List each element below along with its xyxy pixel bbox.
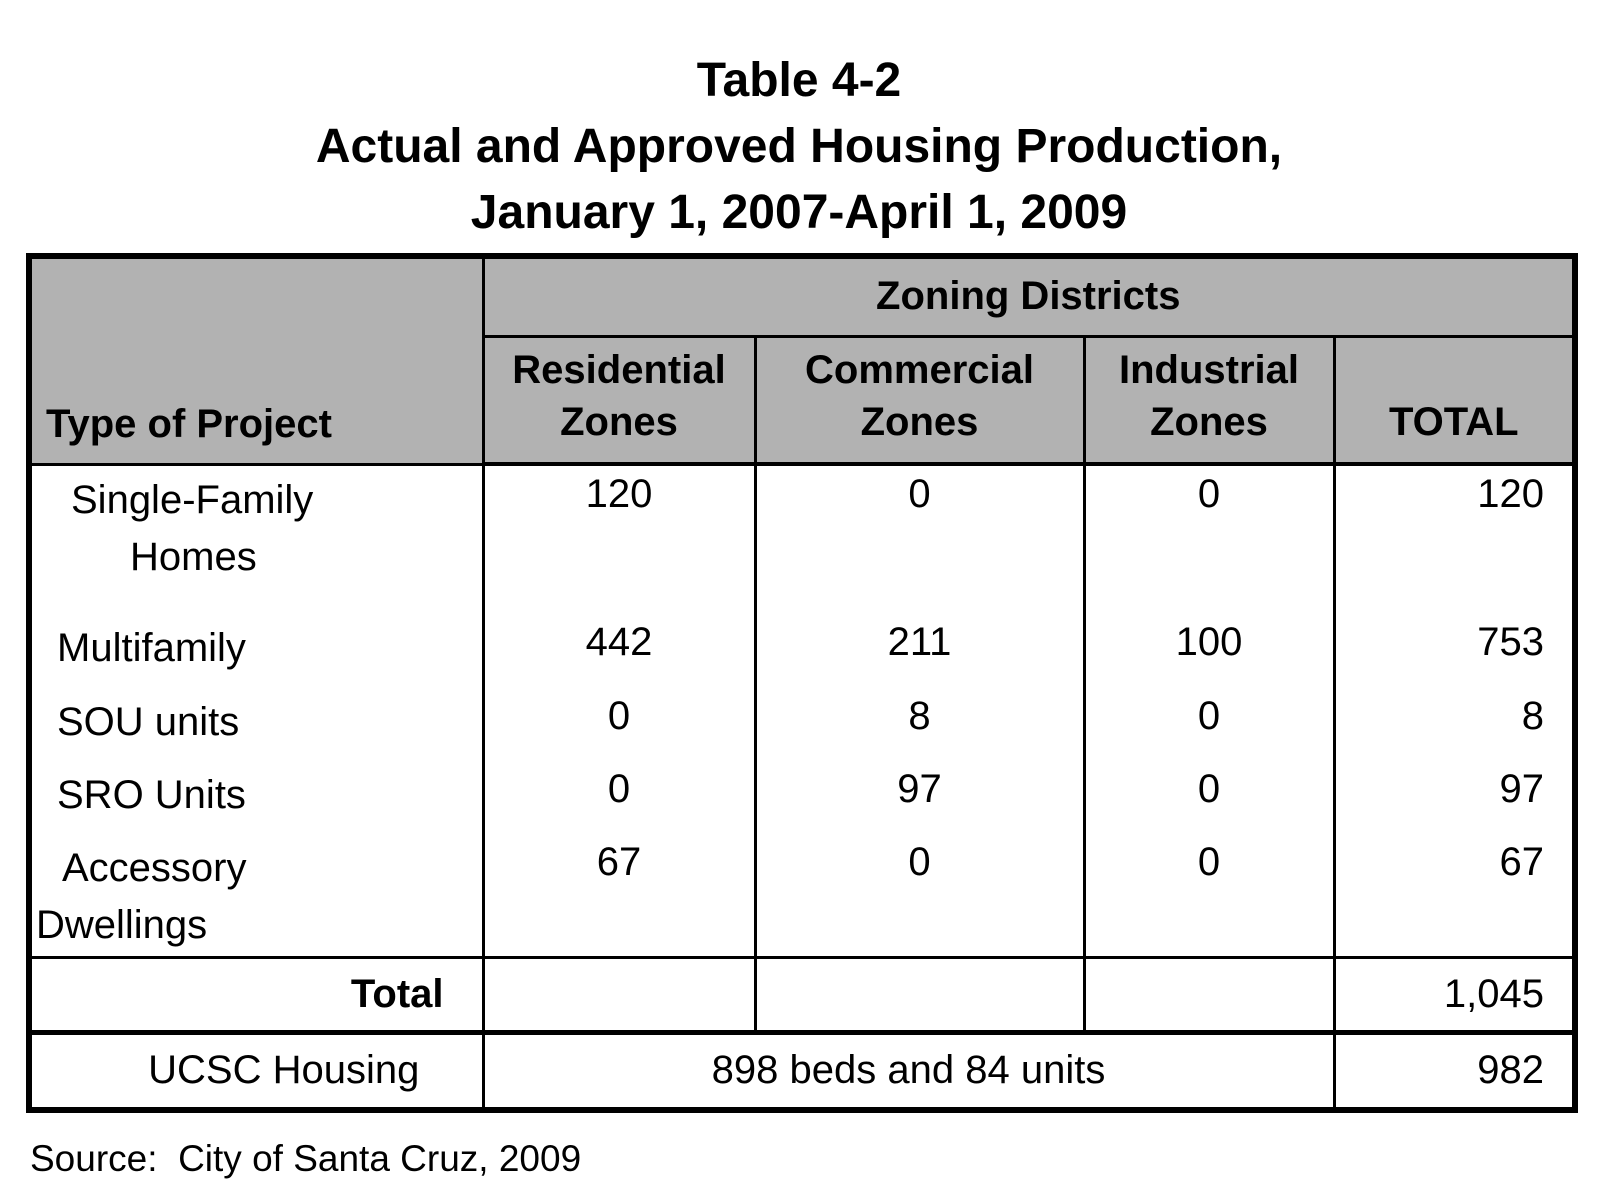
col-header-commercial: Commercial Zones <box>753 334 1086 466</box>
cell-industrial: 0 <box>1082 834 1336 957</box>
cell-commercial: 0 <box>753 464 1086 614</box>
col-header-line: Zones <box>1150 400 1268 444</box>
col-header-line: Commercial <box>805 348 1034 392</box>
cell-residential: 67 <box>481 834 757 957</box>
row-label-line: Homes <box>130 534 257 579</box>
cell-total: 8 <box>1332 688 1577 761</box>
title-line-3: January 1, 2007-April 1, 2009 <box>470 186 1128 239</box>
row-label-line: SOU units <box>57 700 240 744</box>
row-label-line: Single-Family <box>71 477 314 522</box>
row-label: SOU units <box>27 688 485 761</box>
cell-industrial: 0 <box>1082 761 1336 834</box>
row-label: SRO Units <box>27 761 485 834</box>
row-label-line: Dwellings <box>36 903 208 947</box>
table-row-multifamily: Multifamily 442 211 100 753 <box>27 614 1577 688</box>
col-header-residential: Residential Zones <box>481 334 757 466</box>
total-row: Total 1,045 <box>27 955 1577 1035</box>
column-header-row: Residential Zones Commercial Zones Indus… <box>29 334 1577 466</box>
cell-commercial: 97 <box>753 761 1086 834</box>
ucsc-merged-cell: 898 beds and 84 units <box>481 1030 1336 1113</box>
cell-commercial: 211 <box>753 614 1086 688</box>
total-empty-industrial <box>1082 955 1336 1035</box>
row-label-line: SRO Units <box>57 773 246 817</box>
col-header-line: Zones <box>860 400 979 444</box>
housing-production-table: Type of Project Zoning Districts Residen… <box>26 253 1579 1113</box>
row-label: Multifamily <box>27 614 485 688</box>
col-header-line: Residential <box>512 348 726 392</box>
total-empty-commercial <box>753 955 1086 1035</box>
col-header-line: Industrial <box>1118 348 1300 392</box>
cell-commercial: 8 <box>753 688 1086 761</box>
table-row-sou-units: SOU units 0 8 0 8 <box>27 688 1577 761</box>
ucsc-label: UCSC Housing <box>27 1030 485 1113</box>
cell-commercial: 0 <box>753 834 1086 957</box>
cell-industrial: 0 <box>1082 464 1336 614</box>
source-note: Source: City of Santa Cruz, 2009 <box>30 1138 582 1179</box>
row-label-line: Accessory <box>62 846 247 890</box>
col-header-line: Zones <box>560 400 678 444</box>
cell-industrial: 0 <box>1082 688 1336 761</box>
cell-total: 67 <box>1332 834 1577 957</box>
cell-residential: 0 <box>481 688 757 761</box>
group-header-cell: Zoning Districts <box>481 254 1577 338</box>
row-label-line: Multifamily <box>57 626 246 670</box>
cell-total: 120 <box>1332 464 1577 614</box>
cell-residential: 120 <box>481 464 757 614</box>
ucsc-housing-row: UCSC Housing 898 beds and 84 units 982 <box>27 1030 1577 1113</box>
row-label: Accessory Dwellings <box>27 834 485 957</box>
group-header-row: Type of Project Zoning Districts <box>27 254 1577 466</box>
title-line-1: Table 4-2 <box>696 54 902 107</box>
col-header-total: TOTAL <box>1332 334 1577 466</box>
total-value: 1,045 <box>1332 955 1577 1035</box>
cell-total: 97 <box>1332 761 1577 834</box>
row-label: Single-Family Homes <box>27 464 485 614</box>
table-row-single-family: Single-Family Homes 120 0 0 120 <box>27 464 1577 614</box>
ucsc-total: 982 <box>1332 1030 1577 1113</box>
col-header-industrial: Industrial Zones <box>1082 334 1336 466</box>
cell-total: 753 <box>1332 614 1577 688</box>
cell-industrial: 100 <box>1082 614 1336 688</box>
cell-residential: 0 <box>481 761 757 834</box>
total-empty-residential <box>481 955 757 1035</box>
cell-residential: 442 <box>481 614 757 688</box>
title-line-2: Actual and Approved Housing Production, <box>315 120 1283 173</box>
table-row-sro-units: SRO Units 0 97 0 97 <box>27 761 1577 834</box>
page-title: Table 4-2 Actual and Approved Housing Pr… <box>26 48 1572 246</box>
table-row-accessory-dwellings: Accessory Dwellings 67 0 0 67 <box>27 834 1577 957</box>
corner-header-cell: Type of Project <box>27 254 485 466</box>
total-label: Total <box>27 955 485 1035</box>
